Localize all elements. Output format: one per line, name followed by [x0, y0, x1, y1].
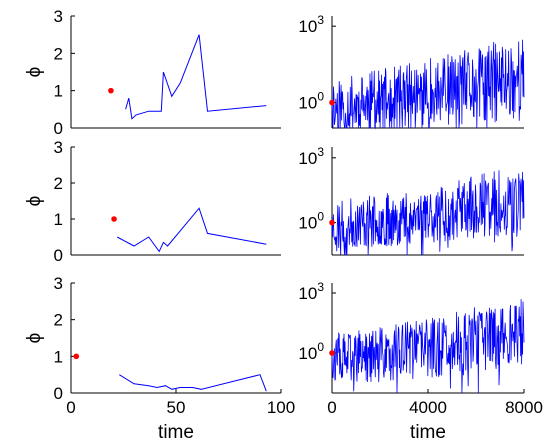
y-tick-label: 0	[54, 384, 63, 403]
x-tick-label: 100	[267, 398, 295, 417]
y-tick-label: 103	[298, 280, 324, 303]
y-tick-label: 0	[54, 246, 63, 265]
y-tick-base: 10	[298, 214, 317, 233]
y-tick-label: 100	[298, 210, 324, 233]
y-tick-label: 100	[298, 340, 324, 363]
x-tick-label: 0	[327, 398, 336, 417]
x-axis-title: time	[158, 422, 194, 442]
data-point-marker	[329, 99, 335, 106]
y-tick-label: 3	[54, 7, 63, 26]
y-tick-base: 10	[298, 344, 317, 363]
y-tick-label: 1	[54, 210, 63, 229]
y-tick-label: 100	[298, 90, 324, 113]
data-point-marker	[111, 216, 117, 222]
y-tick-exponent: 3	[317, 13, 324, 27]
y-axis-title: ϕ	[24, 333, 45, 344]
series-line	[125, 34, 267, 120]
y-tick-base: 10	[298, 284, 317, 303]
data-point-marker	[329, 350, 335, 356]
y-tick-label: 3	[54, 138, 63, 157]
y-axis-title: ϕ	[24, 196, 45, 207]
y-tick-exponent: 0	[317, 340, 324, 354]
y-tick-label: 2	[54, 174, 63, 193]
y-tick-label: 0	[54, 119, 63, 138]
y-axis-title: ϕ	[24, 67, 45, 78]
y-tick-label: 1	[54, 347, 63, 366]
y-tick-exponent: 0	[317, 90, 324, 104]
data-point-marker	[73, 353, 80, 360]
y-tick-base: 10	[298, 94, 317, 113]
series-line	[331, 299, 525, 394]
y-tick-label: 103	[298, 145, 324, 168]
y-tick-label: 2	[54, 44, 63, 63]
y-tick-label: 1	[54, 82, 63, 101]
y-tick-exponent: 3	[317, 280, 324, 294]
series-line	[116, 207, 267, 253]
y-tick-label: 3	[54, 274, 63, 293]
panel-left-top: 0 1 2 3 ϕ	[24, 7, 281, 138]
x-tick-label: 0	[66, 398, 75, 417]
y-tick-exponent: 3	[317, 145, 324, 159]
series-line	[331, 170, 525, 256]
x-tick-label: 4000	[409, 398, 447, 417]
y-tick-base: 10	[298, 17, 317, 36]
x-axis-title: time	[410, 422, 446, 442]
y-tick-exponent: 0	[317, 210, 324, 224]
panel-left-middle: 0 1 2 3 ϕ	[24, 138, 281, 265]
y-tick-label: 103	[298, 13, 324, 36]
series-line	[119, 374, 267, 392]
data-point-marker	[108, 87, 114, 94]
data-point-marker	[329, 219, 335, 226]
panel-left-bottom: 0 1 2 3 0 50 100 ϕ time	[24, 274, 295, 442]
y-tick-label: 2	[54, 311, 63, 330]
x-tick-label: 50	[167, 398, 186, 417]
y-tick-base: 10	[298, 149, 317, 168]
x-tick-label: 8000	[505, 398, 543, 417]
series-line	[331, 39, 525, 130]
